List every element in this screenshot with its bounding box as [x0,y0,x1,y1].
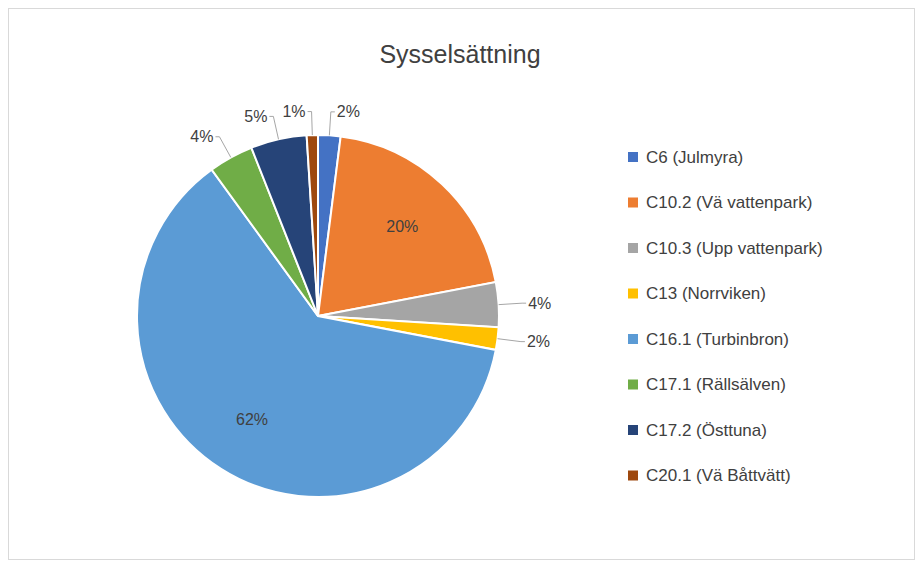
legend-swatch [628,289,638,299]
legend-swatch [628,425,638,435]
leader-line [329,112,334,135]
leader-line [308,112,313,136]
data-label: 4% [528,295,551,312]
chart: Sysselsättning 2% 20% 4% 2% 62% 4% 5% 1% C6 (Julm… [0,0,923,568]
data-label: 5% [244,108,267,125]
legend-label: C17.1 (Rällsälven) [646,375,786,394]
chart-frame [9,9,915,560]
legend: C6 (Julmyra) C10.2 (Vä vattenpark) C10.3 (… [628,148,823,486]
data-label: 2% [337,103,360,120]
leader-line [499,303,526,304]
legend-label: C16.1 (Turbinbron) [646,330,789,349]
legend-label: C20.1 (Vä Båttvätt) [646,466,791,485]
legend-label: C10.3 (Upp vattenpark) [646,239,823,258]
leader-line [498,339,525,342]
data-label: 2% [527,333,550,350]
legend-label: C17.2 (Östtuna) [646,421,767,440]
pie-slice [251,135,318,316]
legend-label: C10.2 (Vä vattenpark) [646,193,812,212]
legend-swatch [628,152,638,162]
data-label: 4% [190,128,213,145]
legend-label: C13 (Norrviken) [646,284,766,303]
leader-line [269,116,278,139]
data-labels: 2% 20% 4% 2% 62% 4% 5% 1% [190,103,551,428]
pie-slice [307,135,318,316]
chart-title: Sysselsättning [379,40,540,68]
data-label: 20% [386,218,418,235]
legend-swatch [628,243,638,253]
legend-label: C6 (Julmyra) [646,148,743,167]
legend-swatch [628,471,638,481]
leader-line [215,137,230,158]
pie [137,135,499,497]
legend-swatch [628,198,638,208]
legend-swatch [628,334,638,344]
legend-swatch [628,380,638,390]
data-label: 1% [282,103,305,120]
data-label: 62% [236,411,268,428]
